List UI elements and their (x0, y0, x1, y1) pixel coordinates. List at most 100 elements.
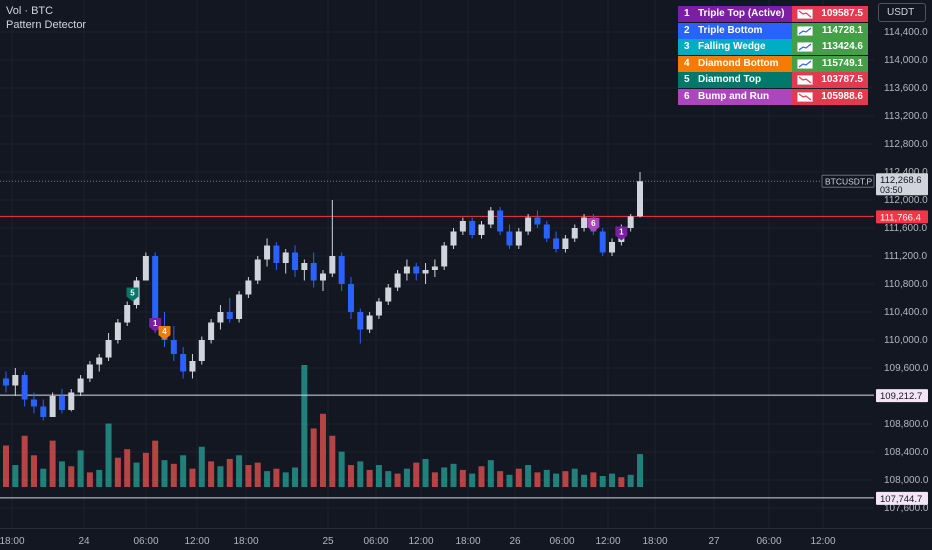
volume-bar (562, 471, 569, 487)
price-tick-label: 114,400.0 (884, 27, 928, 38)
resistance-label: 111,766.4 (880, 212, 921, 223)
volume-bar (553, 473, 560, 487)
volume-bar (49, 440, 56, 487)
volume-bar (403, 468, 410, 487)
candle-body (338, 256, 345, 284)
volume-bar (105, 423, 112, 487)
legend-pattern-number: 6 (684, 90, 690, 102)
price-tick-label: 111,200.0 (884, 251, 927, 262)
volume-bar (170, 463, 177, 487)
pattern-marker: 1 (615, 226, 628, 241)
candle-body (68, 392, 75, 410)
volume-bar (161, 460, 168, 487)
volume-bar (208, 461, 215, 487)
candle-body (301, 263, 308, 270)
volume-bar (599, 476, 606, 487)
price-axis[interactable]: 114,400.0 114,000.0 113,600.0 113,200.0 112,… (821, 27, 929, 514)
level-label: 109,212.7 (880, 391, 922, 402)
volume-bar (189, 468, 196, 487)
legend-pattern-number: 4 (684, 57, 690, 69)
volume-bar (469, 473, 476, 487)
candle-body (254, 259, 261, 281)
volume-bar (394, 473, 401, 487)
candle-body (282, 252, 289, 263)
volume-bar (254, 462, 261, 487)
time-tick-label: 06:00 (363, 536, 388, 547)
price-tick-label: 107,600.0 (884, 503, 929, 514)
price-tick-label: 108,800.0 (884, 419, 929, 430)
candle-body (357, 312, 364, 330)
price-tick-label: 109,600.0 (884, 363, 929, 374)
volume-bar (58, 461, 65, 487)
symbol-tag-box (821, 174, 875, 188)
volume-bar (320, 413, 326, 487)
volume-bar (12, 465, 19, 487)
resistance-label-box (876, 210, 928, 224)
legend-pattern-name: 3 Falling Wedge (678, 39, 792, 55)
price-tick-label: 113,200.0 (884, 111, 928, 122)
volume-bar (236, 455, 243, 487)
legend-row: 6 Bump and Run 105988.6 (678, 88, 868, 105)
volume-bar (357, 461, 364, 487)
candle-body (637, 181, 643, 217)
pattern-marker-label: 6 (591, 219, 596, 228)
volume-bar (198, 446, 205, 487)
volume-bar (273, 468, 280, 487)
candle-body (217, 312, 224, 323)
volume-bar (506, 474, 513, 487)
volume-bar (385, 471, 392, 487)
legend-target-price: 103787.5 (818, 72, 868, 88)
legend-target-price: 109587.5 (818, 6, 868, 22)
pattern-marker-badge (126, 287, 139, 302)
time-axis[interactable]: 18:00 24 06:00 12:00 18:00 25 06:00 12:00 18:00 2… (0, 536, 836, 547)
pattern-marker-badge (587, 218, 600, 232)
pattern-legend: 1 Triple Top (Active) 109587.5 2 Triple Bott… (678, 6, 868, 105)
chart-title-area: Vol · BTC Pattern Detector (6, 4, 86, 32)
candle-body (180, 354, 187, 372)
candle-body (86, 364, 93, 379)
volume-bar (68, 466, 75, 487)
candle-body (609, 242, 616, 253)
candle-body (273, 245, 280, 263)
time-tick-label: 12:00 (184, 536, 209, 547)
pattern-marker-label: 5 (130, 289, 135, 298)
candle-body (320, 273, 326, 281)
candle-body (366, 315, 373, 330)
legend-pattern-name: 1 Triple Top (Active) (678, 6, 792, 22)
legend-pattern-number: 3 (684, 41, 690, 52)
volume-bar (30, 455, 37, 487)
candle-body (450, 231, 457, 246)
candle-body (599, 231, 606, 253)
legend-row: 5 Diamond Top 103787.5 (678, 72, 868, 88)
time-tick-label: 18:00 (0, 536, 25, 547)
time-tick-label: 12:00 (408, 536, 433, 547)
volume-bar (534, 472, 541, 487)
volume-histogram (3, 365, 643, 487)
pattern-marker: 4 (158, 326, 171, 340)
legend-target-price: 113424.6 (818, 39, 868, 55)
candle-body (571, 228, 578, 239)
volume-bar (347, 465, 354, 487)
time-tick-label: 18:00 (233, 536, 258, 547)
volume-bar (375, 465, 382, 487)
candle-body (525, 217, 532, 232)
currency-button[interactable]: USDT (878, 3, 926, 22)
legend-pattern-label: Diamond Bottom (698, 57, 779, 69)
pattern-marker-label: 4 (162, 327, 167, 336)
candle-body (236, 294, 243, 319)
down-trend-icon (792, 72, 818, 88)
legend-pattern-label: Falling Wedge (698, 41, 766, 52)
price-tick-label: 111,600.0 (884, 223, 927, 234)
price-tick-label: 114,000.0 (884, 55, 928, 66)
volume-bar (431, 472, 438, 487)
price-tick-label: 108,000.0 (884, 475, 929, 486)
horizontal-levels (0, 180, 874, 499)
volume-bar (543, 469, 550, 487)
candle-body (506, 231, 513, 246)
legend-target-price: 105988.6 (818, 88, 868, 105)
pattern-marker: 1 (149, 318, 162, 332)
volume-bar (96, 469, 103, 487)
